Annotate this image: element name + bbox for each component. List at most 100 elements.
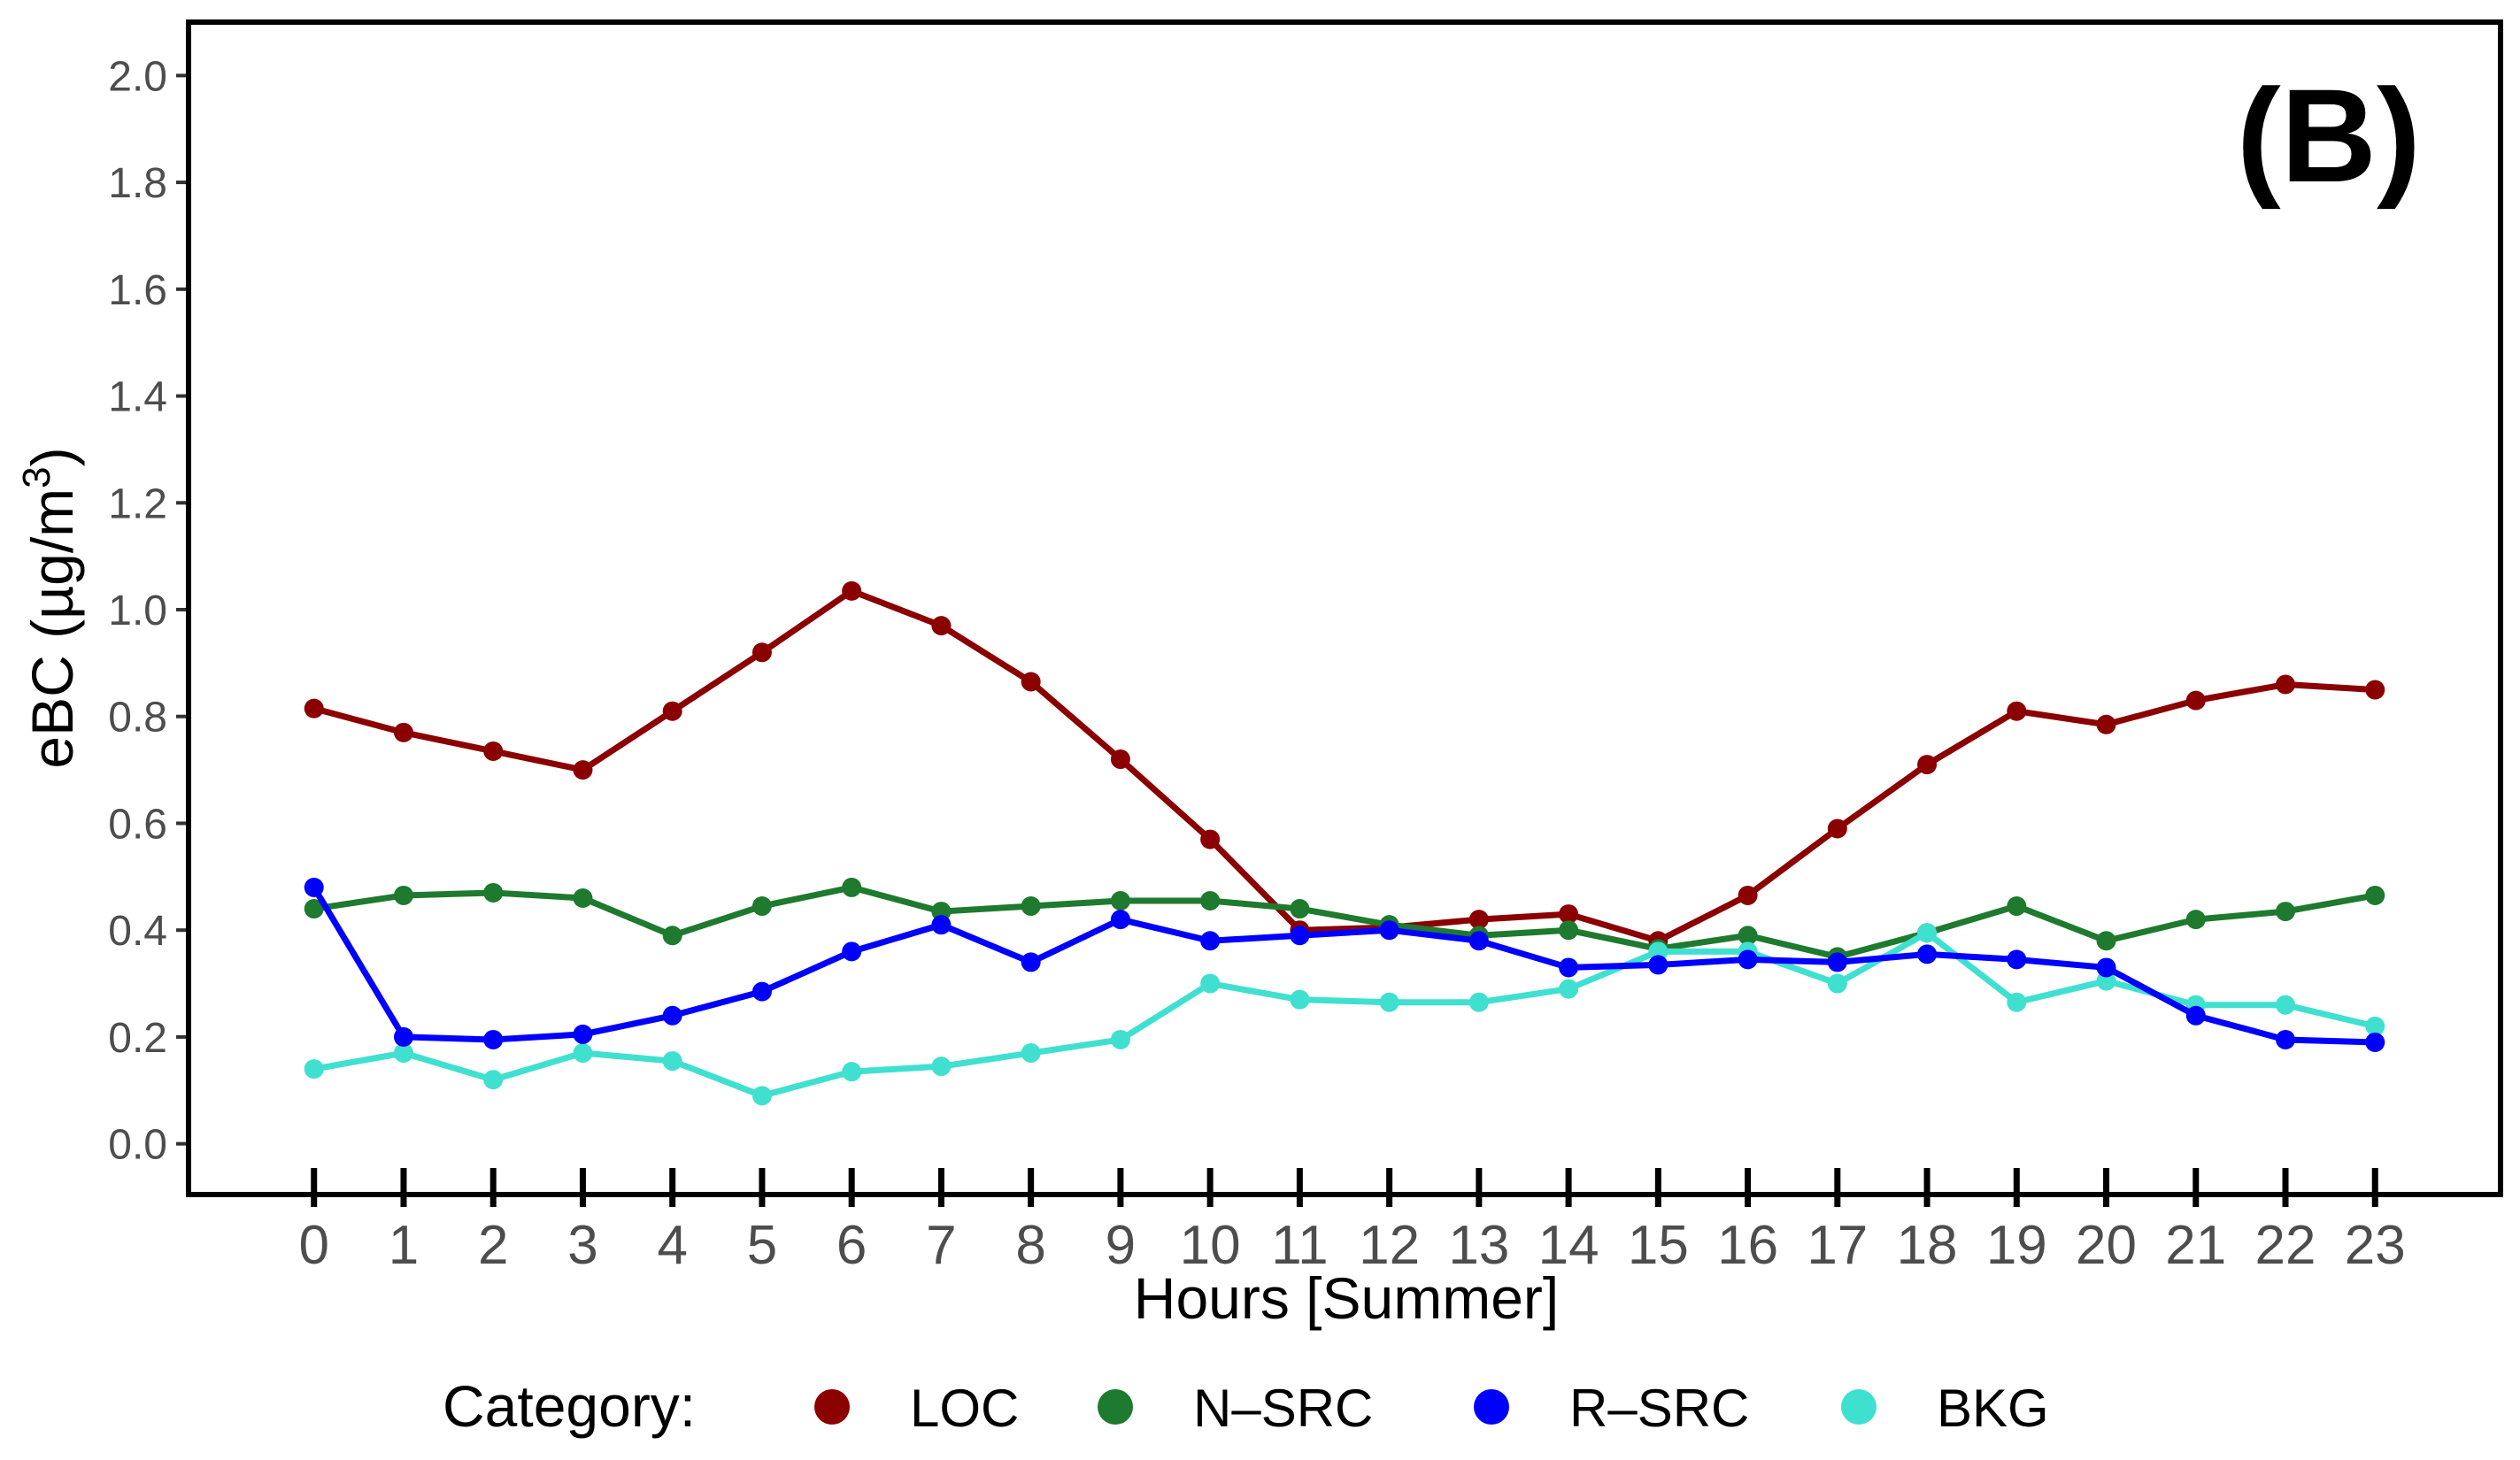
data-point-bkg	[393, 1043, 413, 1064]
data-point-n-src	[483, 882, 504, 903]
data-point-bkg	[1827, 973, 1847, 994]
data-point-r-src	[1559, 957, 1579, 978]
axis-layer: 0.00.20.40.60.81.01.21.41.61.82.00 1 2 3 4 5 6…	[108, 53, 2405, 1276]
legend-label-r-src: R–SRC	[1569, 1379, 1749, 1438]
panel-tag: (B)	[2237, 61, 2421, 210]
y-tick-label: 2.0	[108, 53, 167, 100]
data-point-r-src	[1917, 944, 1938, 964]
data-point-n-src	[304, 899, 324, 919]
data-point-r-src	[1021, 952, 1041, 972]
data-point-loc	[2007, 701, 2027, 721]
data-point-r-src	[2096, 957, 2116, 978]
x-axis-title: Hours [Summer]	[1134, 1265, 1559, 1331]
data-point-loc	[1021, 672, 1041, 692]
data-point-r-src	[1200, 931, 1221, 951]
data-point-loc	[2365, 680, 2385, 700]
data-point-r-src	[2276, 1029, 2296, 1049]
y-tick-label: 1.2	[108, 480, 167, 527]
data-point-r-src	[2007, 949, 2027, 970]
data-point-loc	[2276, 674, 2296, 695]
data-point-bkg	[842, 1062, 862, 1082]
data-point-bkg	[1290, 989, 1310, 1010]
x-tick-label: 6	[836, 1215, 867, 1276]
x-tick-label: 8	[1015, 1215, 1045, 1276]
legend-key-loc	[814, 1389, 850, 1425]
data-point-loc	[1917, 755, 1938, 775]
data-point-loc	[662, 701, 682, 721]
data-point-n-src	[2007, 896, 2027, 917]
data-point-bkg	[1379, 992, 1399, 1012]
data-point-loc	[304, 698, 324, 718]
series-line-bkg	[311, 929, 2378, 1099]
x-tick-label: 19	[1986, 1215, 2047, 1276]
data-point-r-src	[304, 877, 324, 897]
legend-key-n-src	[1098, 1389, 1133, 1425]
data-point-loc	[573, 760, 593, 780]
data-point-loc	[1738, 885, 1758, 905]
data-point-n-src	[1200, 890, 1221, 911]
legend-label-loc: LOC	[910, 1379, 1019, 1438]
series-line-n-src	[311, 884, 2378, 960]
data-point-r-src	[393, 1026, 413, 1047]
data-point-bkg	[1110, 1029, 1130, 1049]
data-point-loc	[2096, 714, 2116, 734]
series-line-loc	[311, 588, 2378, 944]
y-tick-label: 0.2	[108, 1015, 167, 1062]
data-point-bkg	[1468, 992, 1489, 1012]
data-point-r-src	[931, 915, 952, 935]
x-tick-label: 2	[478, 1215, 508, 1276]
data-point-loc	[1468, 910, 1489, 930]
x-tick-label: 5	[747, 1215, 777, 1276]
x-tick-label: 14	[1538, 1215, 1599, 1276]
y-tick-label: 1.4	[108, 374, 167, 421]
data-point-r-src	[1738, 949, 1758, 970]
y-axis-title-close: )	[19, 447, 85, 466]
data-point-bkg	[2276, 995, 2296, 1015]
legend-title: Category:	[443, 1373, 696, 1439]
legend-key-bkg	[1841, 1389, 1877, 1425]
data-point-loc	[483, 741, 504, 761]
data-point-n-src	[842, 877, 862, 897]
y-tick-label: 1.6	[108, 267, 167, 314]
data-point-loc	[1827, 818, 1847, 839]
data-point-n-src	[573, 888, 593, 908]
data-point-bkg	[2365, 1016, 2385, 1036]
legend: Category: LOC N–SRC R–SRC BKG	[443, 1373, 2049, 1439]
data-point-n-src	[1021, 896, 1041, 917]
x-tick-label: 9	[1106, 1215, 1136, 1276]
x-tick-label: 21	[2165, 1215, 2226, 1276]
data-point-bkg	[1559, 979, 1579, 999]
data-point-loc	[1110, 749, 1130, 770]
y-tick-label: 0.4	[108, 908, 167, 955]
series-line-r-src	[311, 884, 2378, 1046]
data-point-bkg	[662, 1051, 682, 1072]
data-point-loc	[393, 722, 413, 742]
x-tick-label: 12	[1359, 1215, 1420, 1276]
x-tick-label: 7	[926, 1215, 956, 1276]
data-point-n-src	[1110, 890, 1130, 911]
data-point-bkg	[1021, 1043, 1041, 1064]
data-point-bkg	[751, 1086, 772, 1106]
x-tick-label: 17	[1807, 1215, 1868, 1276]
data-point-r-src	[2185, 1005, 2206, 1026]
legend-key-r-src	[1474, 1389, 1509, 1425]
data-point-n-src	[1559, 920, 1579, 941]
data-point-r-src	[1290, 926, 1310, 946]
data-point-loc	[1559, 904, 1579, 925]
data-point-loc	[931, 616, 952, 636]
y-tick-label: 1.0	[108, 588, 167, 634]
data-point-r-src	[573, 1024, 593, 1044]
data-point-r-src	[1827, 952, 1847, 972]
y-tick-label: 0.8	[108, 695, 167, 742]
x-tick-label: 0	[298, 1215, 328, 1276]
data-point-r-src	[1110, 910, 1130, 930]
data-point-r-src	[842, 941, 862, 962]
x-tick-label: 3	[567, 1215, 597, 1276]
data-point-bkg	[931, 1057, 952, 1077]
data-point-n-src	[393, 885, 413, 905]
x-tick-label: 15	[1628, 1215, 1689, 1276]
data-point-n-src	[2185, 910, 2206, 930]
data-point-bkg	[2096, 971, 2116, 991]
data-point-r-src	[662, 1005, 682, 1026]
